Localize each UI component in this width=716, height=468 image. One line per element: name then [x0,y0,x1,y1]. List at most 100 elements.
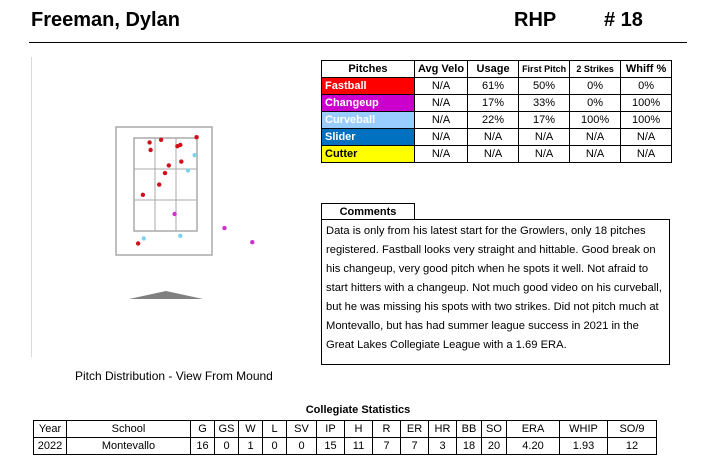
header-2-strikes: 2 Strikes [569,60,622,78]
stat-header: GS [214,420,239,438]
stat-header: BB [456,420,482,438]
pitch-stat-cell: 0% [569,77,622,95]
pitch-dot-changeup [250,240,255,245]
collegiate-stats-header: Year School G GS W L SV IP H R ER HR BB SO ERA WHIP SO/9 [33,420,657,438]
pitch-stat-cell: 33% [518,94,571,112]
stat-cell: 7 [372,437,401,455]
pitch-dot-fastball [166,163,171,168]
comments-title: Comments [321,203,415,220]
collegiate-stats-title: Collegiate Statistics [305,404,411,416]
pitch-dots [135,135,255,246]
pitch-stat-cell: 100% [620,94,673,112]
stat-header: SV [286,420,317,438]
pitch-stat-cell: N/A [467,128,520,146]
pitch-dot-fastball [157,182,162,187]
stat-row: 2022 Montevallo 16 0 1 0 0 15 11 7 7 3 18 20 4.20 1.93 1… [33,437,657,455]
pitch-dot-fastball [175,144,180,149]
pitch-distribution-plot [115,126,255,299]
stat-header: WHIP [559,420,608,438]
pitch-stat-cell: N/A [413,94,469,112]
stat-cell: 0 [262,437,287,455]
strike-zone [133,137,198,232]
stat-cell: 20 [481,437,507,455]
pitch-stat-cell: 22% [467,111,520,129]
stat-header: R [372,420,401,438]
stat-header: ERA [506,420,560,438]
pitch-row-fastball: Fastball N/A 61% 50% 0% 0% [321,77,673,95]
pitch-stat-cell: N/A [413,111,469,129]
stat-cell: 1 [238,437,263,455]
pitch-dot-fastball [179,159,184,164]
stat-header: H [344,420,373,438]
stat-header: SO [481,420,507,438]
plot-frame [31,57,300,357]
pitch-stat-cell: 100% [620,111,673,129]
header-first-pitch: First Pitch [518,60,571,78]
stat-cell: 7 [400,437,429,455]
pitch-stat-cell: N/A [518,128,571,146]
stat-cell: 3 [428,437,457,455]
pitch-stat-cell: N/A [620,145,673,163]
player-name: Freeman, Dylan [31,9,180,31]
pitch-row-slider: Slider N/A N/A N/A N/A N/A [321,128,673,146]
stat-cell: 2022 [33,437,67,455]
stat-cell: 12 [607,437,657,455]
pitch-stat-cell: 61% [467,77,520,95]
stat-header: ER [400,420,429,438]
stat-cell: 0 [286,437,317,455]
stat-header: School [66,420,191,438]
pitch-stat-cell: N/A [413,145,469,163]
pitch-stat-cell: N/A [620,128,673,146]
pitch-dot-fastball [158,137,164,142]
header-divider [29,42,687,43]
pitch-dot-fastball [147,140,152,145]
pitch-stat-cell: N/A [413,128,469,146]
header-whiff: Whiff % [620,60,673,78]
pitch-stat-cell: N/A [467,145,520,163]
pitch-stat-cell: 0% [569,94,622,112]
pitch-stat-cell: N/A [569,128,622,146]
stat-header: L [262,420,287,438]
stat-header: G [190,420,215,438]
stat-header: IP [316,420,345,438]
pitch-dot-curveball [141,236,146,241]
pitch-stat-cell: N/A [518,145,571,163]
pitches-table: Pitches Avg Velo Usage First Pitch 2 Str… [321,60,673,163]
stat-cell: 11 [344,437,373,455]
pitch-name: Changeup [321,94,415,112]
pitch-stat-cell: N/A [569,145,622,163]
pitch-dot-fastball [162,170,168,176]
stat-cell: 18 [456,437,482,455]
stat-cell: 0 [214,437,239,455]
pitch-dot-fastball [194,135,199,140]
plot-caption: Pitch Distribution - View From Mound [75,369,273,383]
stat-header: W [238,420,263,438]
stat-cell: 1.93 [559,437,608,455]
pitch-dot-fastball [140,192,146,197]
pitch-row-curveball: Curveball N/A 22% 17% 100% 100% [321,111,673,129]
pitch-dot-curveball [178,233,183,238]
stat-cell: 16 [190,437,215,455]
pitch-stat-cell: 100% [569,111,622,129]
jersey-number: # 18 [604,9,643,31]
stat-cell: 4.20 [506,437,560,455]
pitch-dot-fastball [135,241,141,246]
pitch-dot-changeup [172,211,177,217]
strike-zone-outer [115,126,213,256]
pitch-stat-cell: 50% [518,77,571,95]
pitch-row-cutter: Cutter N/A N/A N/A N/A N/A [321,145,673,163]
pitch-dot-fastball [148,147,153,153]
stat-header: HR [428,420,457,438]
pitch-dot-curveball [192,153,197,158]
pitch-stat-cell: 0% [620,77,673,95]
pitch-dot-changeup [222,225,227,231]
stat-cell: 15 [316,437,345,455]
pitch-name: Fastball [321,77,415,95]
stat-cell: Montevallo [66,437,191,455]
pitch-name: Curveball [321,111,415,129]
throwing-hand: RHP [514,9,557,31]
home-plate [129,291,203,299]
pitch-row-changeup: Changeup N/A 17% 33% 0% 100% [321,94,673,112]
pitch-stat-cell: 17% [467,94,520,112]
stat-header: Year [33,420,67,438]
